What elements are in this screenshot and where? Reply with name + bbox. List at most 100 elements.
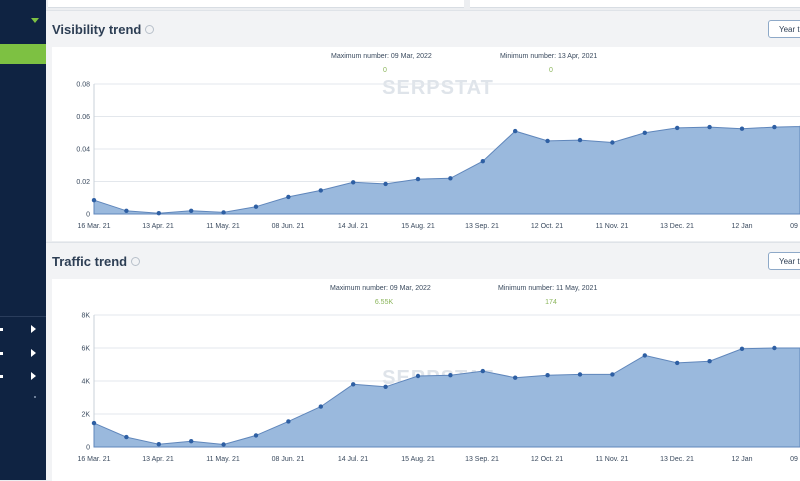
data-point[interactable] bbox=[253, 204, 259, 209]
y-tick-label: 0.08 bbox=[76, 82, 90, 89]
x-tick-label: 13 Sep. 21 bbox=[465, 456, 499, 463]
data-point[interactable] bbox=[513, 375, 518, 380]
data-point[interactable] bbox=[545, 373, 550, 378]
y-tick-label: 8K bbox=[81, 313, 90, 320]
period-button[interactable]: Year t bbox=[768, 252, 800, 270]
y-tick-label: 2K bbox=[81, 412, 90, 419]
data-point[interactable] bbox=[739, 346, 745, 351]
panel-title: Visibility trend bbox=[52, 22, 155, 37]
data-point[interactable] bbox=[707, 124, 712, 130]
data-point[interactable] bbox=[739, 126, 745, 131]
sidebar-active-item[interactable] bbox=[0, 44, 46, 64]
x-tick-label: 13 Apr. 21 bbox=[142, 223, 174, 230]
min-value: 0 bbox=[549, 67, 553, 74]
data-point[interactable] bbox=[124, 434, 129, 440]
data-point[interactable] bbox=[545, 138, 550, 144]
data-point[interactable] bbox=[448, 176, 453, 181]
data-point[interactable] bbox=[286, 419, 291, 424]
visibility-chart-area: SERPSTAT Maximum number: 09 Mar, 2022 0 … bbox=[52, 47, 800, 241]
data-point[interactable] bbox=[189, 208, 194, 213]
y-tick-label: 6K bbox=[81, 346, 90, 353]
data-point[interactable] bbox=[156, 442, 161, 447]
x-tick-label: 12 Jan bbox=[731, 223, 752, 230]
x-tick-label: 08 Jun. 21 bbox=[272, 223, 305, 230]
x-tick-label: 09 bbox=[790, 223, 798, 230]
data-point[interactable] bbox=[480, 368, 485, 374]
data-point[interactable] bbox=[318, 188, 323, 193]
x-tick-label: 11 Nov. 21 bbox=[596, 456, 629, 463]
data-point[interactable] bbox=[577, 372, 583, 377]
x-tick-label: 13 Dec. 21 bbox=[660, 223, 694, 230]
data-point[interactable] bbox=[707, 359, 712, 364]
sidebar-divider bbox=[0, 316, 46, 317]
series-area bbox=[93, 347, 800, 448]
data-point[interactable] bbox=[124, 208, 129, 213]
x-tick-label: 08 Jun. 21 bbox=[272, 456, 305, 463]
data-point[interactable] bbox=[318, 404, 323, 409]
data-point[interactable] bbox=[610, 140, 615, 145]
x-tick-label: 14 Jul. 21 bbox=[338, 223, 368, 230]
data-point[interactable] bbox=[772, 345, 777, 351]
data-point[interactable] bbox=[286, 194, 291, 200]
series-area bbox=[93, 125, 800, 215]
data-point[interactable] bbox=[351, 382, 356, 387]
data-point[interactable] bbox=[642, 130, 647, 135]
data-point[interactable] bbox=[383, 384, 388, 389]
data-point[interactable] bbox=[513, 128, 518, 134]
data-point[interactable] bbox=[415, 373, 421, 379]
top-card bbox=[470, 0, 800, 8]
x-tick-label: 14 Jul. 21 bbox=[338, 456, 368, 463]
data-point[interactable] bbox=[610, 372, 615, 377]
max-value: 0 bbox=[383, 67, 387, 74]
data-point[interactable] bbox=[351, 180, 356, 185]
x-tick-label: 16 Mar. 21 bbox=[77, 223, 110, 230]
x-tick-label: 12 Oct. 21 bbox=[531, 223, 563, 230]
x-tick-label: 15 Aug. 21 bbox=[401, 223, 435, 230]
chevron-right-icon[interactable] bbox=[31, 325, 36, 333]
traffic-chart: SERPSTAT Maximum number: 09 Mar, 2022 6.… bbox=[77, 285, 800, 463]
data-point[interactable] bbox=[415, 176, 421, 182]
x-tick-label: 16 Mar. 21 bbox=[77, 456, 110, 463]
max-value: 6.55K bbox=[375, 299, 394, 306]
data-point[interactable] bbox=[480, 159, 485, 164]
data-point[interactable] bbox=[675, 360, 680, 366]
traffic-trend-panel: Traffic trend Year t SERPSTAT Maximum nu… bbox=[46, 242, 800, 481]
period-button[interactable]: Year t bbox=[768, 20, 800, 38]
data-point[interactable] bbox=[383, 181, 388, 187]
chevron-right-icon[interactable] bbox=[31, 372, 36, 380]
top-card bbox=[48, 0, 464, 8]
visibility-trend-panel: Visibility trend Year t SERPSTAT Maximum… bbox=[46, 10, 800, 241]
x-tick-label: 15 Aug. 21 bbox=[401, 456, 435, 463]
y-tick-label: 0 bbox=[86, 445, 90, 452]
y-tick-label: 4K bbox=[81, 379, 90, 386]
data-point[interactable] bbox=[189, 439, 194, 444]
data-point[interactable] bbox=[772, 124, 777, 130]
data-point[interactable] bbox=[642, 353, 647, 358]
data-point[interactable] bbox=[221, 442, 226, 447]
sidebar-bullet bbox=[0, 375, 3, 378]
max-label: Maximum number: 09 Mar, 2022 bbox=[331, 53, 432, 60]
info-icon[interactable] bbox=[131, 257, 141, 267]
chart-watermark: SERPSTAT bbox=[382, 77, 494, 99]
x-tick-label: 11 May. 21 bbox=[206, 456, 240, 463]
min-value: 174 bbox=[545, 299, 557, 306]
traffic-chart-area: SERPSTAT Maximum number: 09 Mar, 2022 6.… bbox=[52, 279, 800, 481]
x-tick-label: 13 Apr. 21 bbox=[142, 456, 174, 463]
data-point[interactable] bbox=[253, 433, 259, 438]
data-point[interactable] bbox=[156, 211, 161, 216]
y-tick-label: 0.06 bbox=[76, 114, 90, 121]
data-point[interactable] bbox=[91, 420, 97, 426]
sidebar-dot bbox=[34, 396, 36, 398]
visibility-chart: SERPSTAT Maximum number: 09 Mar, 2022 0 … bbox=[76, 53, 800, 230]
data-point[interactable] bbox=[577, 137, 583, 143]
y-tick-label: 0.02 bbox=[76, 179, 90, 186]
chevron-right-icon[interactable] bbox=[31, 349, 36, 357]
x-tick-label: 12 Oct. 21 bbox=[531, 456, 563, 463]
data-point[interactable] bbox=[448, 373, 453, 378]
sidebar-project-selector[interactable] bbox=[0, 8, 46, 38]
info-icon[interactable] bbox=[145, 25, 155, 35]
x-tick-label: 13 Sep. 21 bbox=[465, 223, 499, 230]
data-point[interactable] bbox=[91, 198, 97, 203]
data-point[interactable] bbox=[221, 210, 226, 215]
data-point[interactable] bbox=[675, 125, 680, 131]
